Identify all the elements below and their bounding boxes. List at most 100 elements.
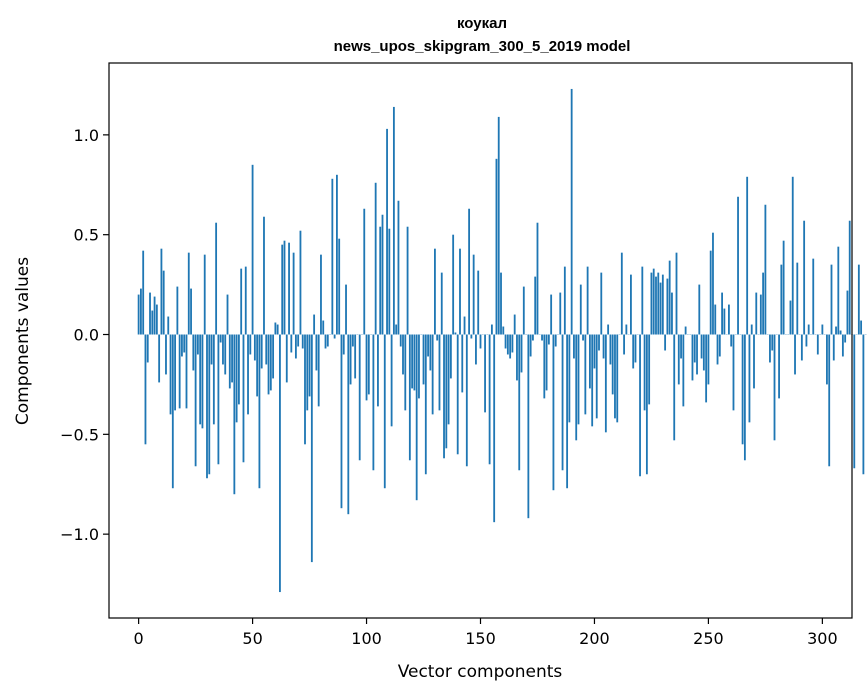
bar-1 — [140, 288, 142, 335]
y-tick-label: 0.5 — [74, 226, 99, 245]
bar-66 — [288, 242, 290, 335]
bar-293 — [805, 334, 808, 347]
bar-31 — [208, 334, 211, 475]
bar-287 — [791, 176, 794, 335]
bar-314 — [853, 334, 856, 469]
bar-175 — [536, 222, 539, 335]
bar-277 — [769, 334, 771, 363]
bar-249 — [705, 334, 708, 403]
bar-20 — [183, 334, 186, 353]
bar-69 — [294, 334, 297, 359]
bar-65 — [285, 334, 288, 383]
bar-87 — [336, 174, 338, 335]
bar-32 — [210, 334, 213, 365]
bar-6 — [151, 310, 154, 335]
bar-134 — [443, 334, 445, 459]
bar-115 — [399, 334, 402, 347]
bar-189 — [568, 334, 571, 423]
bar-100 — [365, 334, 368, 401]
bar-274 — [762, 272, 765, 335]
bar-209 — [614, 334, 616, 419]
bar-61 — [276, 324, 279, 335]
bar-64 — [283, 240, 286, 335]
bar-302 — [826, 334, 828, 385]
bar-185 — [559, 292, 562, 335]
bar-24 — [192, 334, 195, 371]
bar-110 — [388, 228, 391, 335]
bar-149 — [477, 270, 480, 335]
bar-88 — [338, 238, 341, 335]
bar-70 — [297, 334, 300, 347]
bar-126 — [424, 334, 427, 475]
bar-139 — [454, 332, 457, 335]
bar-50 — [251, 164, 254, 335]
bar-308 — [839, 330, 842, 335]
bar-229 — [659, 282, 662, 335]
bar-108 — [383, 334, 386, 489]
bar-117 — [404, 334, 407, 411]
bar-261 — [732, 334, 735, 411]
bar-239 — [682, 334, 685, 407]
bar-3 — [144, 334, 147, 445]
bar-243 — [691, 334, 694, 381]
bar-33 — [212, 334, 215, 425]
bar-255 — [718, 334, 721, 357]
bar-34 — [215, 222, 218, 335]
bar-49 — [249, 334, 252, 355]
bar-273 — [759, 294, 762, 335]
bar-113 — [395, 324, 398, 335]
bar-93 — [349, 334, 352, 385]
bar-278 — [771, 334, 774, 351]
bar-246 — [698, 284, 701, 335]
bar-51 — [253, 334, 256, 361]
bar-60 — [274, 322, 277, 335]
bar-197 — [586, 266, 589, 335]
bar-2 — [142, 250, 145, 335]
bar-283 — [782, 240, 785, 335]
bar-231 — [664, 334, 667, 351]
bar-72 — [301, 334, 304, 349]
bar-207 — [609, 334, 612, 365]
bar-310 — [844, 334, 847, 343]
bar-74 — [306, 334, 309, 411]
bar-311 — [846, 290, 849, 335]
bar-129 — [431, 334, 434, 415]
bar-260 — [730, 334, 733, 347]
bar-275 — [764, 204, 767, 335]
bar-206 — [607, 324, 610, 335]
bar-317 — [860, 320, 863, 335]
x-axis-label: Vector components — [398, 662, 563, 682]
bar-232 — [666, 278, 669, 335]
bar-291 — [800, 334, 803, 361]
bar-148 — [475, 334, 477, 365]
bar-130 — [434, 248, 436, 335]
bar-53 — [258, 334, 261, 489]
bar-112 — [392, 106, 395, 335]
bar-116 — [402, 334, 404, 375]
bar-235 — [673, 334, 676, 441]
bar-286 — [789, 300, 792, 335]
x-tick-label: 0 — [134, 629, 144, 648]
bar-179 — [545, 334, 548, 391]
bar-81 — [322, 320, 325, 335]
bar-17 — [176, 286, 179, 335]
bar-217 — [632, 334, 635, 369]
bar-152 — [484, 334, 486, 413]
bar-238 — [680, 334, 682, 359]
bar-240 — [684, 326, 687, 335]
bar-19 — [181, 334, 183, 357]
bar-188 — [566, 334, 569, 489]
bar-135 — [445, 334, 448, 449]
bar-63 — [281, 244, 284, 335]
bar-193 — [577, 334, 580, 425]
bar-79 — [317, 334, 320, 407]
bar-38 — [224, 334, 227, 375]
bar-36 — [219, 334, 222, 343]
bar-4 — [146, 334, 149, 363]
bar-226 — [652, 268, 655, 335]
bar-187 — [563, 266, 566, 335]
bar-216 — [630, 274, 632, 335]
bar-44 — [238, 334, 240, 405]
bar-237 — [677, 334, 680, 385]
bar-22 — [187, 252, 190, 335]
